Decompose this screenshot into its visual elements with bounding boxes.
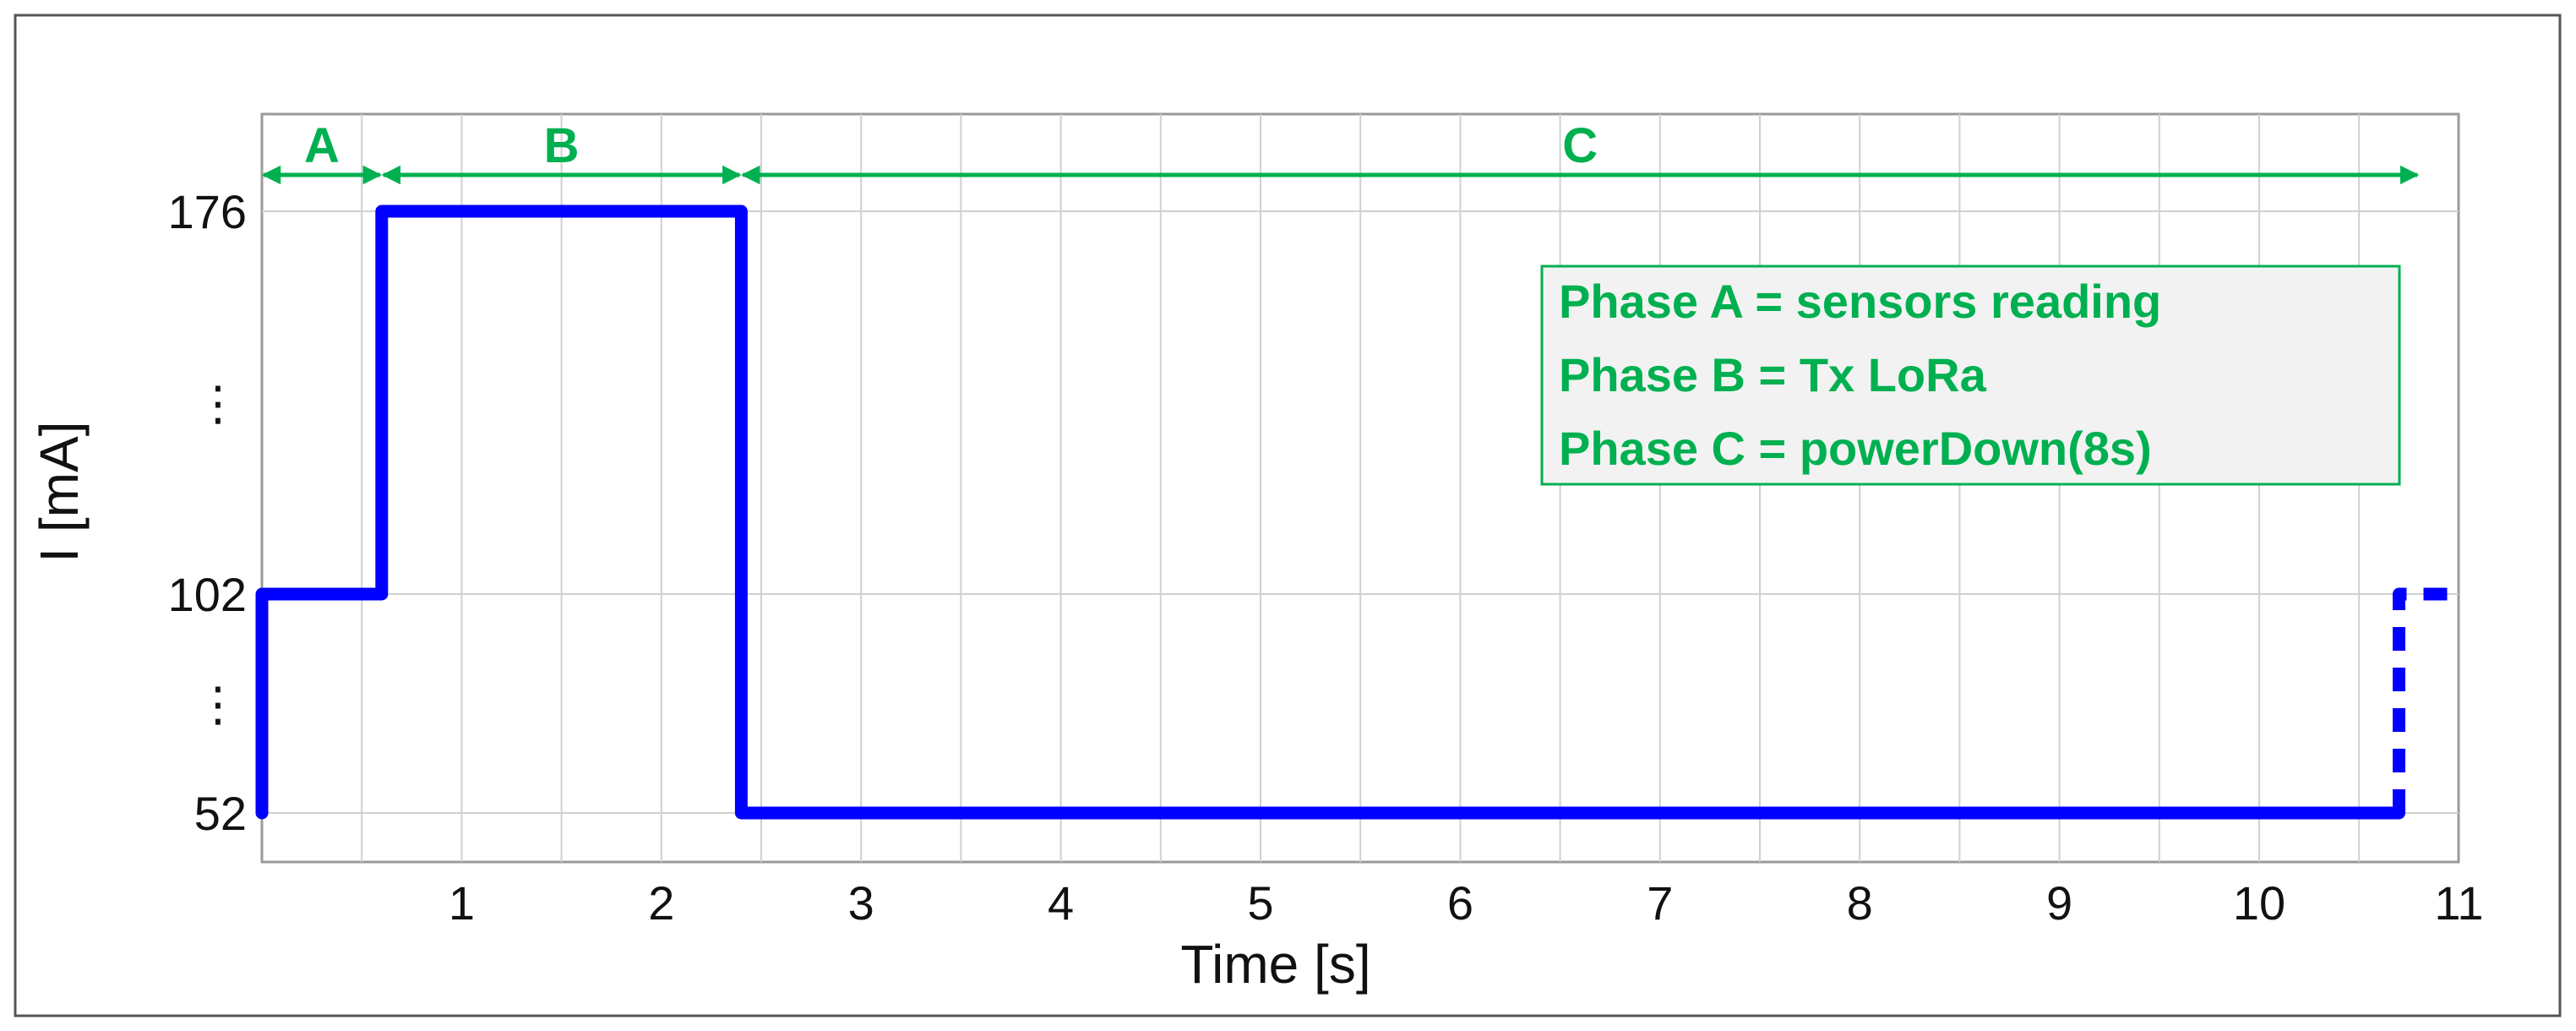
x-tick-label: 11 [2434,876,2483,930]
phase-annotations: A B C [261,118,2420,185]
y-axis-break-ellipsis: ⋮ [194,678,242,731]
legend-line-phase-a: Phase A = sensors reading [1559,275,2161,328]
legend: Phase A = sensors reading Phase B = Tx L… [1540,265,2401,486]
phase-label: A [304,118,340,173]
x-axis-title: Time [s] [1180,934,1370,995]
y-tick-label: 102 [168,568,247,621]
x-tick-label: 6 [1447,876,1473,930]
x-tick-label: 10 [2233,876,2285,930]
x-tick-label: 1 [449,876,475,930]
legend-line-phase-b: Phase B = Tx LoRa [1559,348,1987,401]
y-tick-labels: 52 102 176 ⋮ ⋮ [168,185,247,840]
series-line [255,205,2405,820]
series-line-dashed [2393,587,2459,813]
legend-line-phase-c: Phase C = powerDown(8s) [1559,422,2152,475]
phase-label: B [544,118,580,173]
x-tick-label: 7 [1647,876,1673,930]
x-tick-label: 3 [848,876,874,930]
x-tick-label: 2 [648,876,674,930]
legend-box [1540,265,2401,486]
y-tick-label: 176 [168,185,247,238]
x-tick-label: 8 [1847,876,1873,930]
y-axis-break-ellipsis: ⋮ [194,377,242,430]
x-tick-label: 9 [2046,876,2072,930]
y-tick-label: 52 [194,787,247,840]
phase-label: C [1562,118,1598,173]
y-axis-title: I [mA] [29,421,90,562]
x-tick-label: 5 [1247,876,1273,930]
series [255,205,2459,820]
x-tick-label: 4 [1048,876,1074,930]
x-tick-labels: 1 2 3 4 5 6 7 8 9 10 11 [449,876,2484,930]
